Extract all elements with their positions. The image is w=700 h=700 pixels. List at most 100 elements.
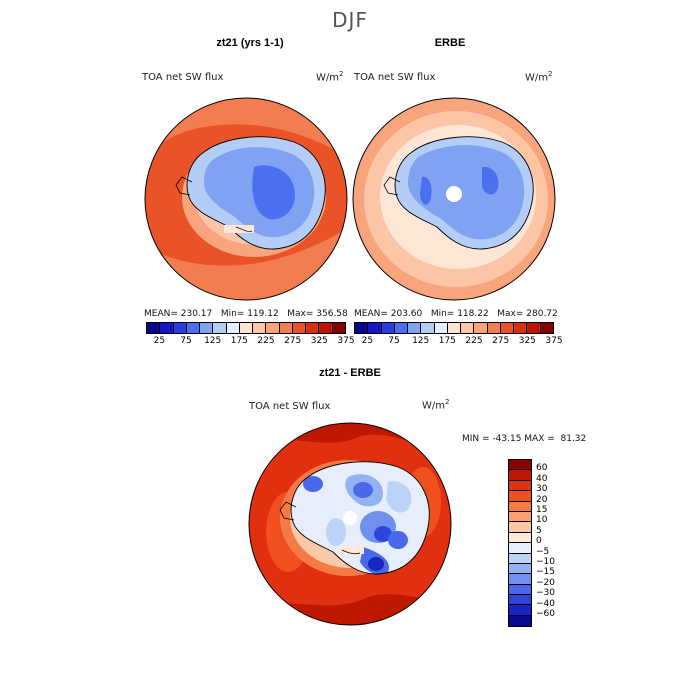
colorbar-tick-label: 0 (536, 536, 542, 547)
panel3-coastline (290, 461, 430, 575)
colorbar-swatch (306, 323, 320, 333)
colorbar-swatch (509, 460, 531, 471)
colorbar-swatch (509, 584, 531, 596)
colorbar-swatch (509, 574, 531, 585)
colorbar-swatch (355, 323, 369, 333)
colorbar-swatch (509, 491, 531, 502)
colorbar-swatch (253, 323, 267, 333)
colorbar-swatch (509, 615, 531, 627)
colorbar-swatch (381, 323, 395, 333)
colorbar-tick-label: 325 (518, 336, 536, 346)
colorbar-swatch (200, 323, 214, 333)
colorbar-swatch (509, 480, 531, 492)
colorbar-swatch (394, 323, 409, 333)
panel1-units: W/m2 (316, 70, 344, 84)
panel1-polar-map (144, 97, 348, 301)
colorbar-tick-label: 10 (536, 515, 548, 526)
panel1-ice-shelf (224, 225, 254, 233)
colorbar-tick-label: 225 (257, 336, 275, 346)
colorbar-tick-label: −20 (536, 577, 555, 588)
colorbar-tick-label: −60 (536, 609, 555, 619)
colorbar-tick-label: −10 (536, 557, 555, 567)
panel3-colorbar-ticks: 60 40 30 20 15 10 5 0 −5 −10 −15 −20 −30 −40 −60 (536, 459, 576, 629)
colorbar-swatch (509, 553, 531, 564)
colorbar-swatch (527, 323, 541, 333)
colorbar-swatch (509, 522, 531, 533)
colorbar-swatch (540, 323, 553, 333)
panel2-plateau-west (420, 176, 432, 205)
panel2-colorbar: 25 75 125 175 225 275 325 375 (354, 322, 563, 346)
colorbar-tick-label: 5 (536, 525, 542, 536)
colorbar-tick-label: 25 (361, 336, 374, 346)
colorbar-swatch (408, 323, 422, 333)
panel2-antarctica-interior (408, 145, 525, 240)
panel3-field-label: TOA net SW flux (249, 401, 331, 412)
panel1-stats: MEAN= 230.17 Min= 119.12 Max= 356.58 (144, 309, 348, 319)
colorbar-tick-label: 75 (388, 336, 400, 346)
colorbar-tick-label: 225 (465, 336, 483, 346)
panel3-units: W/m2 (422, 398, 450, 412)
panel2-units: W/m2 (525, 70, 553, 84)
colorbar-swatch (509, 595, 531, 606)
colorbar-swatch (434, 323, 448, 333)
panel3-polar-map (248, 422, 452, 626)
colorbar-swatch (509, 501, 531, 512)
panel3-pole-hole (343, 511, 357, 525)
panel3-blob-1 (303, 476, 323, 492)
page-title: DJF (332, 8, 368, 32)
colorbar-swatch (173, 323, 187, 333)
panel2-field-label: TOA net SW flux (354, 72, 436, 83)
colorbar-swatch (368, 323, 382, 333)
panel2-coastline (394, 136, 534, 250)
colorbar-swatch (292, 323, 307, 333)
colorbar-tick-label: 375 (545, 336, 563, 346)
colorbar-swatch (447, 323, 462, 333)
colorbar-swatch (186, 323, 201, 333)
panel2-plateau-east (482, 166, 499, 195)
panel1-title: zt21 (yrs 1-1) (216, 37, 284, 49)
colorbar-tick-label: 175 (438, 336, 456, 346)
colorbar-tick-label: 375 (337, 336, 355, 346)
colorbar-swatch (266, 323, 280, 333)
colorbar-swatch (509, 511, 531, 523)
colorbar-swatch (474, 323, 488, 333)
panel1-colorbar: 25 75 125 175 225 275 325 375 (146, 322, 355, 346)
colorbar-tick-label: 40 (536, 473, 548, 484)
colorbar-tick-label: 60 (536, 463, 548, 474)
colorbar-swatch (239, 323, 254, 333)
panel1-coastline (186, 136, 326, 250)
colorbar-swatch (509, 605, 531, 616)
colorbar-swatch (509, 543, 531, 554)
colorbar-swatch (332, 323, 345, 333)
panel3-blob-7 (326, 518, 346, 546)
colorbar-tick-label: 125 (412, 336, 430, 346)
colorbar-swatch (279, 323, 293, 333)
panel3-colorbar (508, 459, 532, 628)
panel3-title: zt21 - ERBE (319, 367, 381, 379)
colorbar-swatch (160, 323, 174, 333)
colorbar-tick-label: 275 (284, 336, 302, 346)
colorbar-tick-label: 20 (536, 494, 548, 505)
colorbar-swatch (213, 323, 227, 333)
colorbar-swatch (509, 532, 531, 544)
colorbar-swatch (509, 470, 531, 481)
colorbar-swatch (319, 323, 333, 333)
colorbar-tick-label: 25 (153, 336, 166, 346)
panel3-stats: MIN = -43.15 MAX = 81.32 (462, 434, 587, 444)
colorbar-swatch (500, 323, 515, 333)
panel2-stats: MEAN= 203.60 Min= 118.22 Max= 280.72 (354, 309, 558, 319)
panel3-blob-3 (386, 481, 412, 513)
colorbar-tick-label: −30 (536, 588, 555, 599)
colorbar-tick-label: 30 (536, 484, 548, 495)
panel2-polar-map (352, 97, 556, 301)
colorbar-swatch (514, 323, 528, 333)
colorbar-swatch (421, 323, 435, 333)
colorbar-swatch (226, 323, 240, 333)
colorbar-swatch (487, 323, 501, 333)
colorbar-tick-label: 325 (310, 336, 328, 346)
panel1-peninsula (175, 176, 193, 196)
panel2-title: ERBE (434, 37, 466, 49)
colorbar-swatch (147, 323, 161, 333)
colorbar-tick-label: −15 (536, 567, 555, 578)
colorbar-tick-label: −5 (536, 546, 550, 557)
